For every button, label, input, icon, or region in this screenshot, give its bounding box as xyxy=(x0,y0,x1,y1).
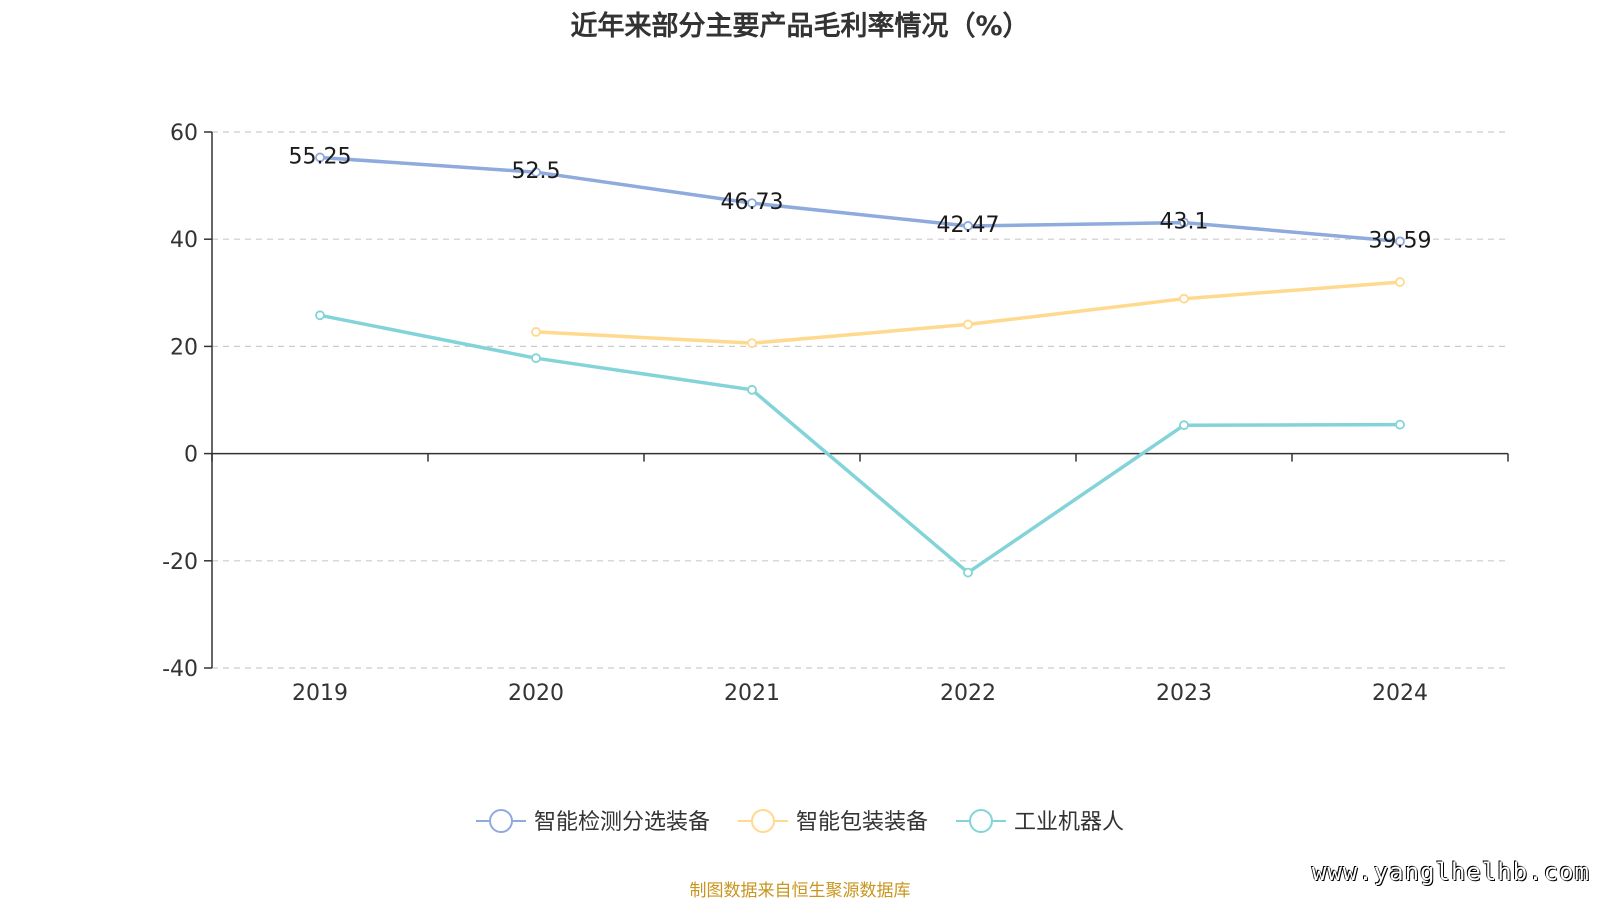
series-2 xyxy=(315,310,1405,578)
legend-label: 智能包装装备 xyxy=(796,810,928,835)
x-tick-label: 2020 xyxy=(508,681,564,706)
data-point xyxy=(963,319,973,330)
y-tick-label: 0 xyxy=(184,443,198,468)
data-point xyxy=(531,167,541,178)
watermark: www.yanglhelhb.com xyxy=(1311,858,1590,886)
data-point xyxy=(1395,236,1405,247)
data-point xyxy=(963,221,973,231)
legend-marker xyxy=(751,809,775,833)
data-point xyxy=(315,310,325,321)
legend-label: 工业机器人 xyxy=(1014,810,1124,835)
x-tick-label: 2024 xyxy=(1372,681,1428,706)
data-point xyxy=(747,384,757,395)
x-tick-label: 2023 xyxy=(1156,681,1212,706)
data-point xyxy=(531,327,541,337)
data-label: 39.59 xyxy=(1369,228,1432,253)
data-label: 43.1 xyxy=(1160,210,1209,235)
x-tick-label: 2021 xyxy=(724,681,780,706)
data-point xyxy=(1395,277,1405,287)
y-tick-label: 40 xyxy=(170,228,198,253)
data-point xyxy=(747,198,757,209)
x-tick-label: 2019 xyxy=(292,681,348,706)
source-note: 制图数据来自恒生聚源数据库 xyxy=(689,881,911,901)
series-line xyxy=(319,313,1401,575)
data-point xyxy=(531,353,541,364)
series-line xyxy=(535,280,1401,345)
series-0: 55.25 52.5 46.73 42.47 43.1 39.59 xyxy=(289,144,1432,253)
y-tick-label: 60 xyxy=(170,121,198,146)
data-label: 42.47 xyxy=(937,213,1000,238)
data-label: 52.5 xyxy=(512,159,561,184)
legend-marker xyxy=(489,809,513,833)
x-tick-label: 2022 xyxy=(940,681,996,706)
data-point xyxy=(1179,293,1189,304)
series-line xyxy=(319,155,1401,244)
data-point xyxy=(1179,217,1189,228)
data-point xyxy=(963,567,973,578)
legend-marker xyxy=(969,809,993,833)
data-point xyxy=(1395,419,1405,430)
y-tick-label: -20 xyxy=(162,550,198,575)
chart-title: 近年来部分主要产品毛利率情况（%） xyxy=(570,11,1030,42)
legend-item-1: 智能包装装备 xyxy=(738,809,928,835)
data-point xyxy=(747,338,757,349)
series-1 xyxy=(531,277,1405,349)
legend-item-0: 智能检测分选装备 xyxy=(476,809,710,835)
legend-item-2: 工业机器人 xyxy=(956,809,1124,835)
data-label: 55.25 xyxy=(289,144,352,169)
y-tick-label: 20 xyxy=(170,335,198,360)
legend-label: 智能检测分选装备 xyxy=(534,810,710,835)
data-point xyxy=(315,152,325,163)
data-point xyxy=(1179,420,1189,431)
data-label: 46.73 xyxy=(721,190,784,215)
y-tick-label: -40 xyxy=(162,657,198,682)
